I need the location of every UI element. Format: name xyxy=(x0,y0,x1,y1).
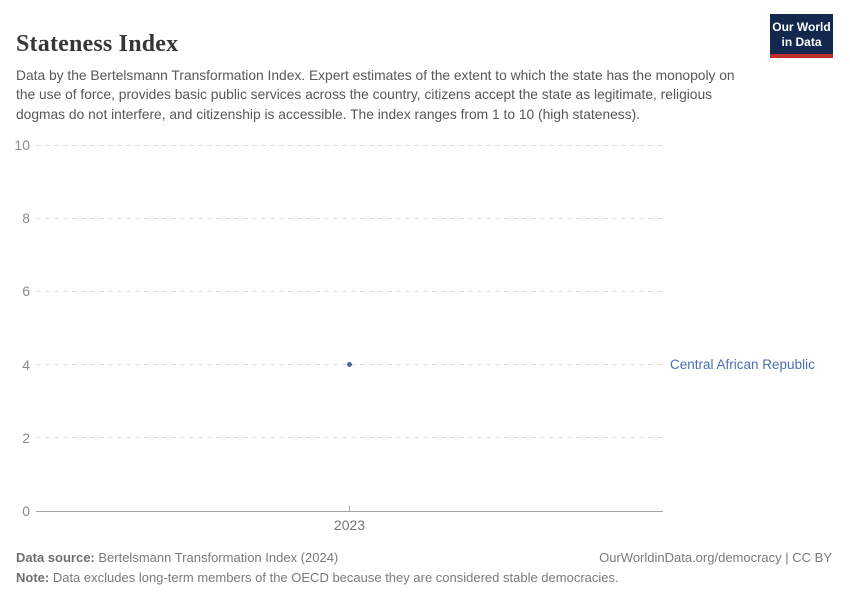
x-axis-line xyxy=(36,510,663,512)
owid-logo: Our World in Data xyxy=(770,14,833,59)
chart-footer: Data source: Bertelsmann Transformation … xyxy=(16,548,832,587)
chart-subtitle: Data by the Bertelsmann Transformation I… xyxy=(16,67,735,122)
gridline-y-6 xyxy=(36,290,663,292)
y-tick-label-8: 8 xyxy=(22,210,30,227)
gridline-y-10 xyxy=(36,144,663,146)
note-text: Note: Data excludes long-term members of… xyxy=(16,569,619,585)
y-tick-label-4: 4 xyxy=(22,356,30,373)
y-tick-label-10: 10 xyxy=(14,137,30,153)
y-tick-label-2: 2 xyxy=(22,429,30,446)
gridline-y-2 xyxy=(36,437,663,439)
y-tick-label-6: 6 xyxy=(22,283,30,300)
data-source-text: Data source: Bertelsmann Transformation … xyxy=(16,550,339,565)
x-tick-label: 2023 xyxy=(333,517,366,533)
owid-logo-box: Our World in Data xyxy=(770,14,833,55)
footer-note-row: Note: Data excludes long-term members of… xyxy=(16,568,832,588)
gridline-y-8 xyxy=(36,217,663,219)
note-label: Note: xyxy=(16,569,50,585)
y-tick-label-0: 0 xyxy=(22,503,30,519)
data-source-label: Data source: xyxy=(16,550,95,565)
owid-link-text: OurWorldinData.org/democracy | CC BY xyxy=(599,550,832,565)
x-tick-mark xyxy=(349,506,350,511)
entity-label: Central African Republic xyxy=(670,356,815,372)
footer-source-row: Data source: Bertelsmann Transformation … xyxy=(16,548,832,568)
owid-logo-line1: Our World xyxy=(772,20,831,34)
page-title: Stateness Index xyxy=(16,31,179,58)
data-point xyxy=(347,362,352,368)
owid-logo-accent-bar xyxy=(770,54,833,59)
owid-logo-line2: in Data xyxy=(781,34,822,49)
